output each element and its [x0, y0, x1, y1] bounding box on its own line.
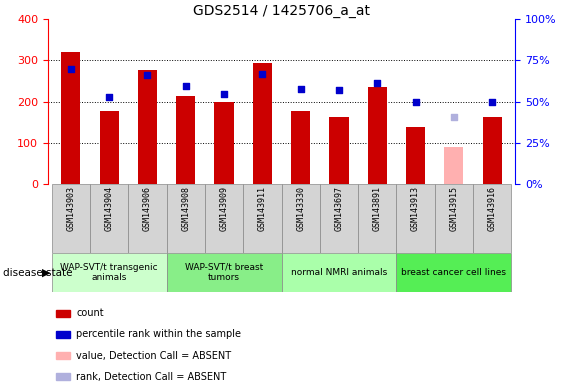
- Bar: [358, 184, 396, 253]
- Point: [181, 83, 190, 89]
- Text: GSM143909: GSM143909: [220, 186, 229, 232]
- Bar: [100, 111, 119, 184]
- Text: GSM143908: GSM143908: [181, 186, 190, 232]
- Text: GSM143915: GSM143915: [449, 186, 458, 232]
- Bar: [482, 117, 502, 184]
- Bar: [128, 184, 167, 253]
- Text: normal NMRI animals: normal NMRI animals: [291, 268, 387, 277]
- Text: GSM143903: GSM143903: [66, 186, 75, 232]
- Text: breast cancer cell lines: breast cancer cell lines: [401, 268, 506, 277]
- Bar: [253, 63, 272, 184]
- Text: rank, Detection Call = ABSENT: rank, Detection Call = ABSENT: [76, 372, 226, 382]
- Bar: [282, 253, 396, 292]
- Text: GSM143891: GSM143891: [373, 186, 382, 232]
- Bar: [329, 117, 348, 184]
- Point: [296, 86, 305, 92]
- Point: [258, 71, 267, 77]
- Text: GSM143913: GSM143913: [411, 186, 420, 232]
- Bar: [396, 184, 435, 253]
- Title: GDS2514 / 1425706_a_at: GDS2514 / 1425706_a_at: [193, 4, 370, 18]
- Bar: [444, 147, 463, 184]
- Point: [488, 99, 497, 105]
- Bar: [215, 102, 234, 184]
- Bar: [291, 111, 310, 184]
- Bar: [282, 184, 320, 253]
- Text: GSM143911: GSM143911: [258, 186, 267, 232]
- Text: WAP-SVT/t breast
tumors: WAP-SVT/t breast tumors: [185, 263, 263, 282]
- Point: [143, 72, 152, 78]
- Bar: [243, 184, 282, 253]
- Text: GSM143330: GSM143330: [296, 186, 305, 232]
- Point: [220, 91, 229, 97]
- Point: [334, 87, 343, 93]
- Bar: [368, 87, 387, 184]
- Bar: [396, 253, 511, 292]
- Text: disease state: disease state: [3, 268, 72, 278]
- Text: GSM143904: GSM143904: [105, 186, 114, 232]
- Point: [373, 80, 382, 86]
- Bar: [176, 96, 195, 184]
- Text: ▶: ▶: [42, 268, 51, 278]
- Text: GSM143697: GSM143697: [334, 186, 343, 232]
- Text: GSM143906: GSM143906: [143, 186, 152, 232]
- Bar: [52, 253, 167, 292]
- Bar: [138, 70, 157, 184]
- Point: [449, 114, 458, 120]
- Text: percentile rank within the sample: percentile rank within the sample: [76, 329, 241, 339]
- Text: WAP-SVT/t transgenic
animals: WAP-SVT/t transgenic animals: [60, 263, 158, 282]
- Bar: [167, 184, 205, 253]
- Point: [66, 66, 75, 72]
- Text: GSM143916: GSM143916: [488, 186, 497, 232]
- Bar: [205, 184, 243, 253]
- Bar: [90, 184, 128, 253]
- Bar: [473, 184, 511, 253]
- Bar: [167, 253, 282, 292]
- Point: [105, 94, 114, 100]
- Text: count: count: [76, 308, 104, 318]
- Bar: [320, 184, 358, 253]
- Bar: [406, 127, 425, 184]
- Text: value, Detection Call = ABSENT: value, Detection Call = ABSENT: [76, 351, 231, 361]
- Point: [411, 99, 420, 105]
- Bar: [61, 52, 81, 184]
- Bar: [52, 184, 90, 253]
- Bar: [435, 184, 473, 253]
